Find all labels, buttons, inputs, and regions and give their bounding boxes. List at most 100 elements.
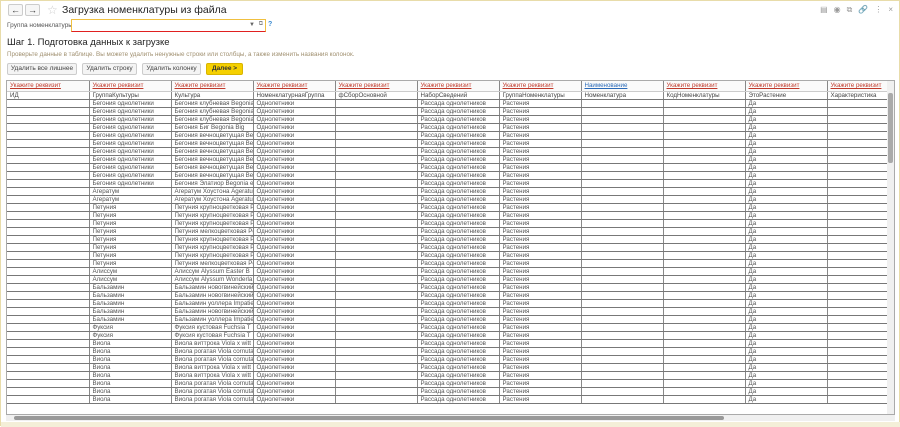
table-cell[interactable] bbox=[663, 299, 746, 308]
column-name-cell[interactable]: ГруппаНоменклатуры bbox=[499, 91, 582, 100]
table-cell[interactable]: Однолетники bbox=[253, 235, 336, 244]
table-cell[interactable] bbox=[827, 99, 890, 108]
column-name-cell[interactable]: НоменклатурнаяГруппа bbox=[253, 91, 336, 100]
table-cell[interactable] bbox=[335, 107, 418, 116]
column-attribute-link[interactable]: Укажите реквизит bbox=[663, 81, 746, 92]
table-cell[interactable] bbox=[827, 259, 890, 268]
table-row[interactable]: Бегония однолетники Бегония вечноцветущая… bbox=[7, 171, 890, 180]
table-cell[interactable]: Однолетники bbox=[253, 331, 336, 340]
table-cell[interactable]: Да bbox=[745, 107, 828, 116]
table-cell[interactable] bbox=[581, 203, 664, 212]
table-cell[interactable]: Однолетники bbox=[253, 203, 336, 212]
table-cell[interactable] bbox=[7, 227, 90, 236]
table-cell[interactable] bbox=[581, 355, 664, 364]
table-cell[interactable] bbox=[581, 99, 664, 108]
column-attribute-link[interactable]: Укажите реквизит bbox=[417, 81, 500, 92]
table-cell[interactable]: Растения bbox=[499, 99, 582, 108]
column-name-cell[interactable]: Характеристика bbox=[827, 91, 890, 100]
table-cell[interactable]: Рассада однолетников bbox=[417, 371, 500, 380]
table-cell[interactable] bbox=[7, 251, 90, 260]
table-cell[interactable]: Растения bbox=[499, 339, 582, 348]
table-cell[interactable]: Бальзамин новогвинейский bbox=[171, 291, 254, 300]
table-cell[interactable]: Бальзамин bbox=[89, 307, 172, 316]
table-cell[interactable]: Бальзамин уоллера Impatie bbox=[171, 315, 254, 324]
table-cell[interactable] bbox=[663, 107, 746, 116]
table-cell[interactable] bbox=[663, 235, 746, 244]
column-attribute-link[interactable]: Укажите реквизит bbox=[827, 81, 890, 92]
table-cell[interactable] bbox=[7, 387, 90, 396]
table-cell[interactable] bbox=[581, 147, 664, 156]
back-button[interactable]: ← bbox=[8, 4, 23, 16]
table-cell[interactable]: Однолетники bbox=[253, 115, 336, 124]
table-cell[interactable]: Фуксия bbox=[89, 323, 172, 332]
table-cell[interactable]: Однолетники bbox=[253, 243, 336, 252]
table-cell[interactable] bbox=[581, 107, 664, 116]
table-cell[interactable] bbox=[7, 395, 90, 404]
table-cell[interactable] bbox=[7, 299, 90, 308]
table-cell[interactable]: Да bbox=[745, 187, 828, 196]
open-icon[interactable]: ⧉ bbox=[258, 21, 263, 27]
table-cell[interactable] bbox=[581, 283, 664, 292]
table-cell[interactable]: Растения bbox=[499, 395, 582, 404]
next-button[interactable]: Далее > bbox=[206, 63, 243, 75]
table-cell[interactable]: Рассада однолетников bbox=[417, 259, 500, 268]
table-cell[interactable]: Виола bbox=[89, 395, 172, 404]
table-cell[interactable] bbox=[335, 155, 418, 164]
table-cell[interactable]: Однолетники bbox=[253, 251, 336, 260]
data-table[interactable]: Укажите реквизит Укажите реквизит Укажите … bbox=[6, 80, 895, 415]
table-cell[interactable]: Однолетники bbox=[253, 147, 336, 156]
table-cell[interactable] bbox=[827, 179, 890, 188]
table-cell[interactable] bbox=[663, 163, 746, 172]
table-cell[interactable]: Бегония однолетники bbox=[89, 99, 172, 108]
table-cell[interactable]: Рассада однолетников bbox=[417, 387, 500, 396]
table-cell[interactable] bbox=[335, 251, 418, 260]
column-attribute-link[interactable]: Укажите реквизит bbox=[89, 81, 172, 92]
table-cell[interactable] bbox=[335, 395, 418, 404]
table-cell[interactable]: Рассада однолетников bbox=[417, 315, 500, 324]
table-cell[interactable] bbox=[581, 339, 664, 348]
table-cell[interactable] bbox=[827, 123, 890, 132]
table-cell[interactable]: Рассада однолетников bbox=[417, 115, 500, 124]
link-icon[interactable]: 🔗 bbox=[858, 5, 869, 14]
table-cell[interactable] bbox=[335, 147, 418, 156]
table-cell[interactable]: Рассада однолетников bbox=[417, 243, 500, 252]
table-cell[interactable] bbox=[335, 371, 418, 380]
table-cell[interactable] bbox=[663, 179, 746, 188]
table-row[interactable]: Виола Виола виттрока Viola x witt Однолетн… bbox=[7, 363, 890, 372]
table-cell[interactable] bbox=[7, 115, 90, 124]
table-row[interactable]: Петуния Петуния крупноцветковая P Однолетн… bbox=[7, 251, 890, 260]
table-cell[interactable] bbox=[663, 131, 746, 140]
table-cell[interactable]: Рассада однолетников bbox=[417, 99, 500, 108]
table-cell[interactable] bbox=[335, 99, 418, 108]
table-cell[interactable] bbox=[827, 323, 890, 332]
table-cell[interactable] bbox=[7, 211, 90, 220]
table-cell[interactable]: Бегония однолетники bbox=[89, 147, 172, 156]
table-cell[interactable] bbox=[7, 355, 90, 364]
table-cell[interactable]: Бегония однолетники bbox=[89, 123, 172, 132]
table-cell[interactable]: Фуксия bbox=[89, 331, 172, 340]
table-cell[interactable] bbox=[663, 115, 746, 124]
table-cell[interactable] bbox=[663, 219, 746, 228]
table-cell[interactable] bbox=[335, 355, 418, 364]
table-cell[interactable] bbox=[827, 315, 890, 324]
table-cell[interactable]: Рассада однолетников bbox=[417, 131, 500, 140]
table-row[interactable]: Алиссум Алиссум Alyssum Easter B Однолетни… bbox=[7, 267, 890, 276]
column-name-cell[interactable]: ИД bbox=[7, 91, 90, 100]
table-cell[interactable]: Бегония однолетники bbox=[89, 163, 172, 172]
table-cell[interactable]: Рассада однолетников bbox=[417, 107, 500, 116]
table-cell[interactable] bbox=[7, 323, 90, 332]
table-cell[interactable] bbox=[581, 163, 664, 172]
table-cell[interactable]: Бегония клубневая Begonia bbox=[171, 107, 254, 116]
table-cell[interactable] bbox=[827, 195, 890, 204]
table-cell[interactable] bbox=[7, 283, 90, 292]
table-cell[interactable] bbox=[663, 251, 746, 260]
table-cell[interactable]: Петуния крупноцветковая P bbox=[171, 211, 254, 220]
table-cell[interactable]: Растения bbox=[499, 187, 582, 196]
table-cell[interactable]: Фуксия кустовая Fuchsia T bbox=[171, 323, 254, 332]
table-cell[interactable] bbox=[581, 275, 664, 284]
table-row[interactable]: Бегония однолетники Бегония вечноцветущая… bbox=[7, 155, 890, 164]
table-cell[interactable]: Да bbox=[745, 307, 828, 316]
table-cell[interactable] bbox=[581, 259, 664, 268]
table-cell[interactable]: Бальзамин bbox=[89, 315, 172, 324]
table-cell[interactable]: Растения bbox=[499, 267, 582, 276]
